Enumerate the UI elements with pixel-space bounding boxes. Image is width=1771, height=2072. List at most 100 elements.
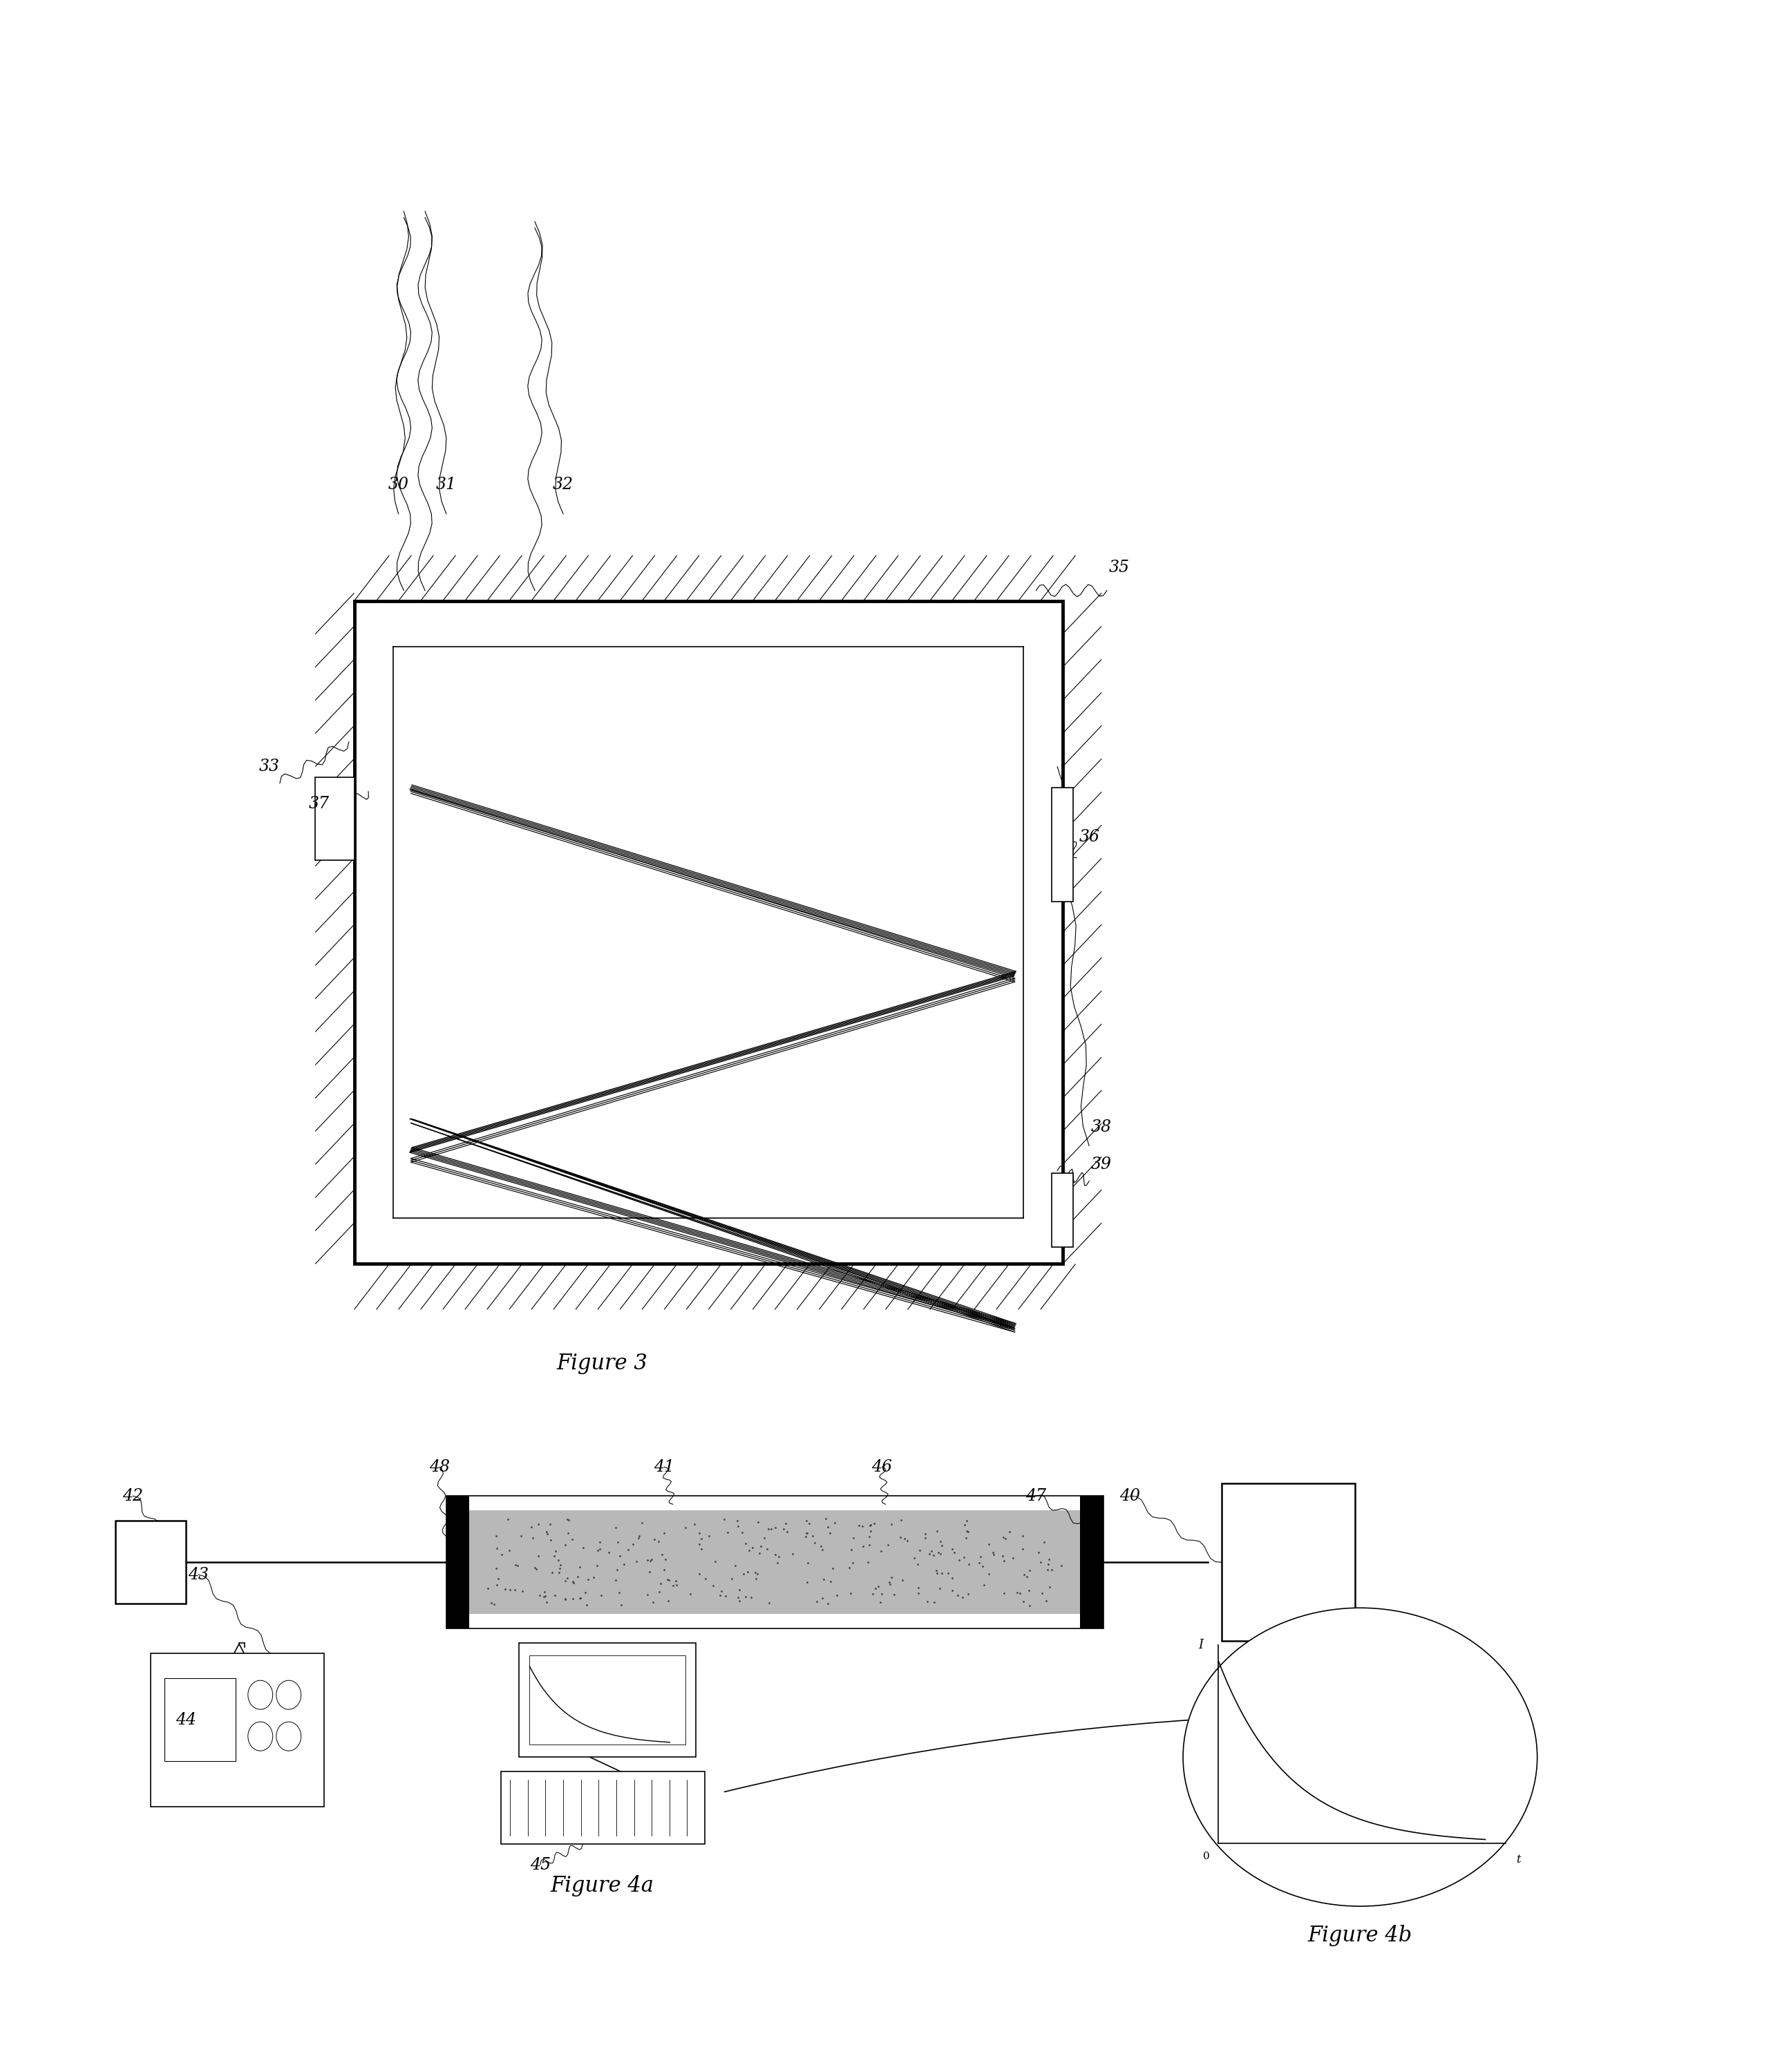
Point xyxy=(928,1529,956,1562)
Point xyxy=(629,1506,657,1539)
Point xyxy=(721,1550,749,1583)
Bar xyxy=(530,1656,685,1745)
Point xyxy=(877,1508,905,1542)
Point xyxy=(700,1569,728,1602)
Point xyxy=(800,1527,829,1560)
Point xyxy=(645,1525,673,1558)
Point xyxy=(857,1508,886,1542)
Bar xyxy=(165,1678,236,1761)
Point xyxy=(864,1571,893,1604)
Point xyxy=(808,1533,836,1566)
Point xyxy=(524,1506,553,1539)
Point xyxy=(634,1544,662,1577)
Point xyxy=(717,1562,746,1595)
Point xyxy=(545,1552,574,1585)
Point xyxy=(912,1517,940,1550)
Point xyxy=(822,1579,850,1612)
Point xyxy=(953,1504,981,1537)
Point xyxy=(887,1504,916,1537)
Point xyxy=(953,1577,981,1610)
Point xyxy=(880,1577,909,1610)
Point xyxy=(653,1585,682,1618)
Point xyxy=(792,1521,820,1554)
Point xyxy=(754,1585,783,1618)
Point xyxy=(517,1510,545,1544)
Bar xyxy=(469,1510,1080,1614)
Point xyxy=(558,1523,586,1556)
Point xyxy=(685,1527,714,1560)
Text: 45: 45 xyxy=(530,1857,551,1873)
Point xyxy=(655,1564,684,1598)
Point xyxy=(487,1537,515,1571)
Bar xyxy=(446,1496,1103,1629)
Point xyxy=(834,1550,862,1583)
Point xyxy=(992,1523,1020,1556)
Point xyxy=(677,1577,705,1610)
Ellipse shape xyxy=(1183,1608,1537,1906)
Point xyxy=(859,1506,887,1539)
Point xyxy=(551,1564,579,1598)
Point xyxy=(650,1554,678,1587)
Point xyxy=(818,1552,847,1585)
Point xyxy=(928,1556,956,1589)
Point xyxy=(893,1525,921,1558)
Point xyxy=(999,1542,1027,1575)
Point xyxy=(965,1546,994,1579)
Point xyxy=(969,1569,997,1602)
Point xyxy=(1002,1575,1031,1608)
Point xyxy=(540,1539,568,1573)
Point xyxy=(861,1573,889,1606)
Point xyxy=(940,1535,969,1569)
Point xyxy=(1008,1519,1036,1552)
Point xyxy=(574,1562,602,1595)
Text: 40: 40 xyxy=(1119,1488,1141,1504)
Point xyxy=(584,1533,613,1566)
Point xyxy=(1032,1552,1061,1585)
Point xyxy=(848,1508,877,1542)
Circle shape xyxy=(248,1680,273,1709)
Point xyxy=(845,1508,873,1542)
Point xyxy=(816,1564,845,1598)
Point xyxy=(710,1502,739,1535)
Point xyxy=(955,1548,983,1581)
Point xyxy=(793,1566,822,1600)
Point xyxy=(494,1533,522,1566)
Point xyxy=(567,1581,595,1614)
Point xyxy=(924,1535,953,1569)
Text: 41: 41 xyxy=(653,1459,675,1475)
Point xyxy=(609,1548,638,1581)
Point xyxy=(639,1585,668,1618)
Point xyxy=(724,1585,753,1618)
Point xyxy=(1038,1554,1066,1587)
Point xyxy=(583,1550,611,1583)
Point xyxy=(648,1537,677,1571)
Point xyxy=(868,1577,896,1610)
Point xyxy=(802,1585,831,1618)
Point xyxy=(653,1562,682,1595)
Point xyxy=(712,1579,740,1612)
Point xyxy=(501,1573,530,1606)
Point xyxy=(545,1548,574,1581)
Point xyxy=(521,1552,549,1585)
Point xyxy=(808,1581,836,1614)
Bar xyxy=(354,601,1063,1264)
Point xyxy=(891,1521,919,1554)
Point xyxy=(482,1552,510,1585)
Point xyxy=(923,1554,951,1587)
Point xyxy=(903,1548,932,1581)
Point xyxy=(855,1519,884,1552)
Point xyxy=(795,1506,824,1539)
Point xyxy=(1008,1533,1036,1566)
Point xyxy=(533,1585,561,1618)
Point xyxy=(522,1552,551,1585)
Point xyxy=(848,1529,877,1562)
Point xyxy=(572,1587,600,1620)
Bar xyxy=(446,1496,469,1629)
Point xyxy=(859,1577,887,1610)
Text: 46: 46 xyxy=(871,1459,893,1475)
Point xyxy=(586,1533,615,1566)
Point xyxy=(542,1535,570,1569)
Point xyxy=(687,1533,715,1566)
Point xyxy=(685,1558,714,1591)
Point xyxy=(1027,1577,1056,1610)
